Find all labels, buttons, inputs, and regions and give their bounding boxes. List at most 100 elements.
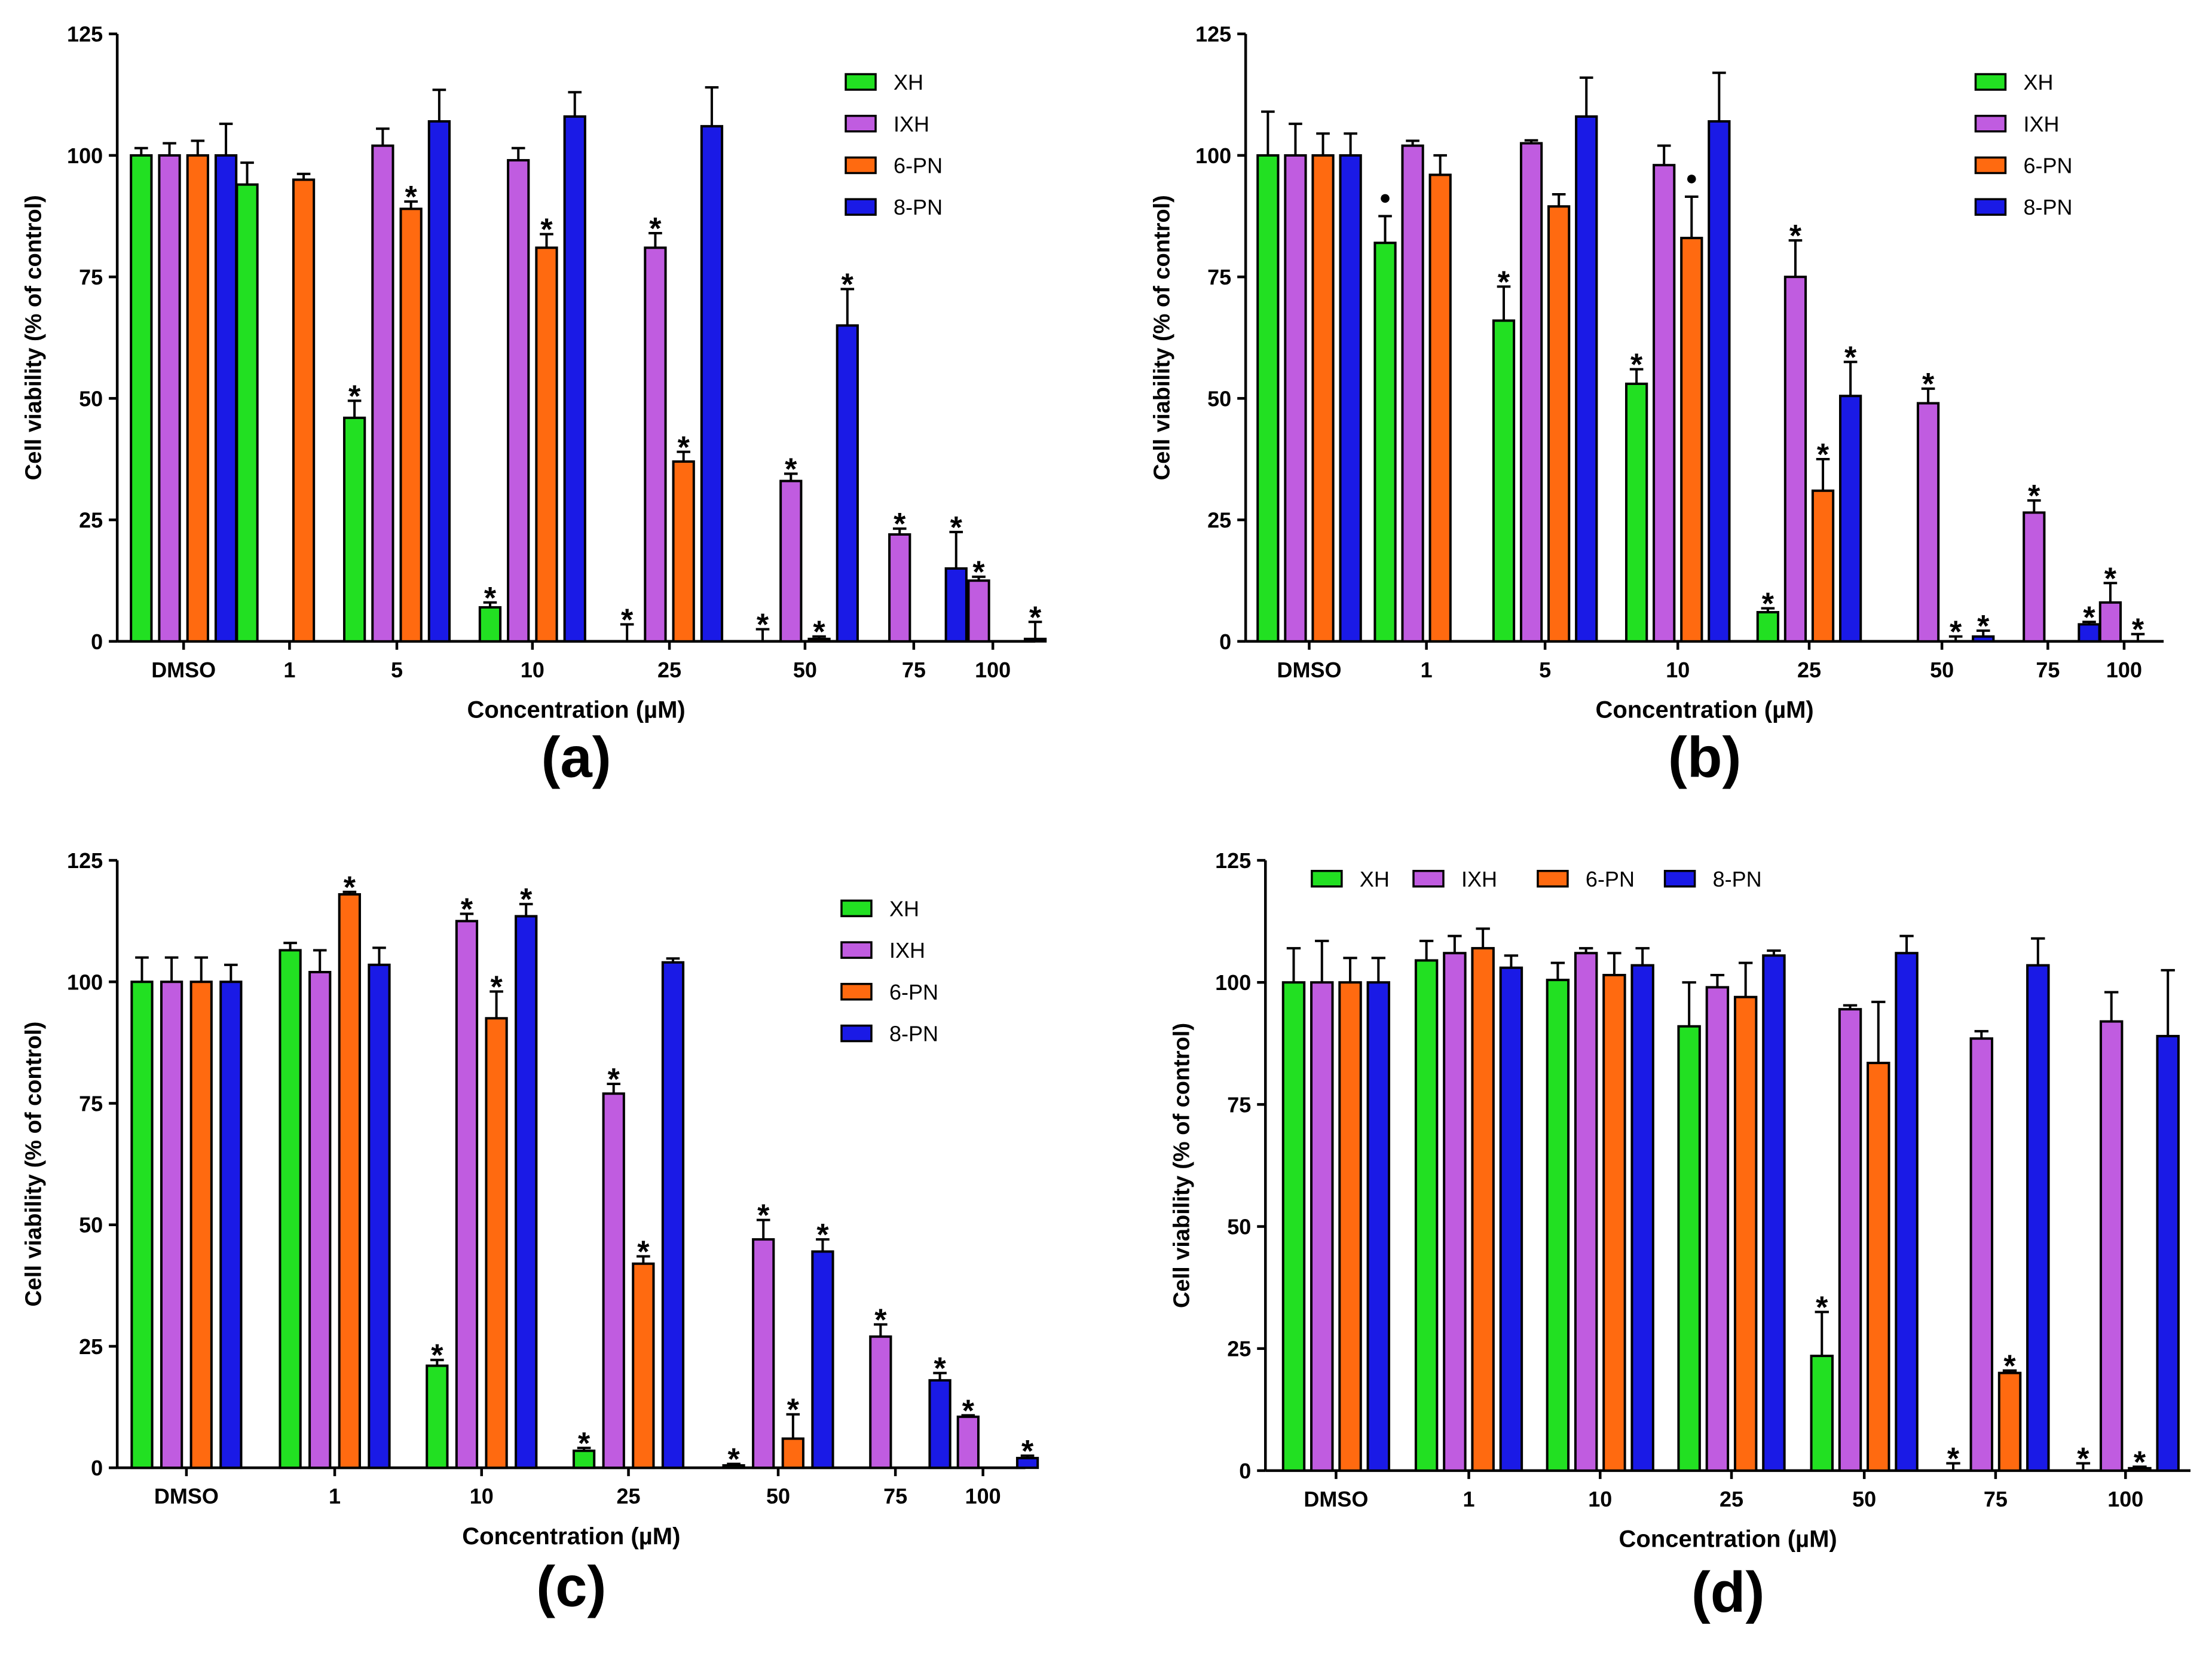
legend-label-6-pn: 6-PN xyxy=(1586,867,1635,891)
x-tick-label: 25 xyxy=(657,658,681,682)
bar-6-pn xyxy=(1602,973,1626,1472)
legend-label-ixh: IXH xyxy=(889,938,925,963)
bar-8-pn xyxy=(811,1250,834,1469)
bar-ixh xyxy=(888,533,911,643)
legend-label-8-pn: 8-PN xyxy=(889,1022,938,1046)
x-tick-label: 5 xyxy=(1539,658,1551,682)
bar-8-pn xyxy=(944,567,968,643)
bar-8-pn xyxy=(661,961,685,1469)
y-tick-label: 125 xyxy=(67,22,103,47)
legend-label-6-pn: 6-PN xyxy=(889,980,938,1004)
y-tick-label: 50 xyxy=(1227,1215,1251,1239)
legend-swatch-xh xyxy=(1974,73,2007,91)
legend-label-xh: XH xyxy=(894,70,923,94)
bar-ixh xyxy=(371,144,394,643)
y-tick-label: 0 xyxy=(1239,1459,1251,1483)
significance-asterisk: * xyxy=(1977,609,1990,644)
bar-8-pn xyxy=(2026,964,2050,1472)
legend-swatch-6-pn xyxy=(840,983,873,1001)
bar-ixh xyxy=(752,1238,775,1469)
bar-xh xyxy=(572,1449,596,1469)
significance-asterisk: * xyxy=(608,1062,620,1097)
bar-6-pn xyxy=(1811,489,1835,643)
bar-xh xyxy=(1492,319,1516,643)
bar-xh xyxy=(1677,1025,1701,1472)
significance-asterisk: * xyxy=(649,212,662,246)
significance-asterisk: * xyxy=(490,970,503,1005)
legend-swatch-xh xyxy=(845,73,877,91)
significance-asterisk: * xyxy=(1762,587,1775,622)
bar-6-pn xyxy=(189,980,213,1469)
legend: XH IXH 6-PN 8-PN xyxy=(1311,867,1762,891)
bar-xh xyxy=(279,949,302,1469)
y-tick-label: 100 xyxy=(67,143,103,168)
bar-6-pn xyxy=(399,207,423,643)
significance-asterisk: * xyxy=(1029,600,1042,635)
bar-ixh xyxy=(507,159,530,643)
significance-asterisk: * xyxy=(2104,561,2117,596)
y-tick-label: 50 xyxy=(1207,386,1231,411)
bar-8-pn xyxy=(563,115,586,643)
x-tick-label: 75 xyxy=(1984,1487,2008,1511)
x-tick-label: 100 xyxy=(975,658,1011,682)
bar-ixh xyxy=(967,579,990,643)
x-tick-label: 50 xyxy=(1852,1487,1876,1511)
legend-label-ixh: IXH xyxy=(894,112,929,136)
legend-swatch-8-pn xyxy=(1974,198,2007,216)
y-tick-label: 100 xyxy=(1215,970,1251,995)
bar-ixh xyxy=(779,479,803,643)
bar-xh xyxy=(1373,242,1397,643)
legend-swatch-ixh xyxy=(840,941,873,959)
significance-asterisk: * xyxy=(1630,348,1643,383)
bar-xh xyxy=(1256,154,1280,643)
y-tick-label: 75 xyxy=(79,1092,103,1116)
significance-asterisk: * xyxy=(785,452,797,487)
y-axis-title: Cell viability (% of control) xyxy=(22,1022,47,1307)
x-tick-label: 75 xyxy=(883,1484,907,1508)
x-tick-label: 1 xyxy=(1463,1487,1475,1511)
legend-label-8-pn: 8-PN xyxy=(2023,195,2072,219)
x-tick-label: 5 xyxy=(391,658,403,682)
bar-ixh xyxy=(160,980,183,1469)
bar-6-pn xyxy=(535,246,558,643)
significance-asterisk: * xyxy=(842,267,854,302)
x-tick-label: 25 xyxy=(1720,1487,1743,1511)
significance-asterisk: * xyxy=(1816,1290,1828,1325)
x-tick-label: 75 xyxy=(902,658,926,682)
bar-6-pn xyxy=(338,893,361,1469)
legend-label-xh: XH xyxy=(2023,70,2053,94)
legend-swatch-6-pn xyxy=(1974,156,2007,175)
x-tick-label: 1 xyxy=(329,1484,341,1508)
y-tick-label: 0 xyxy=(1219,630,1231,654)
bar-8-pn xyxy=(1366,981,1391,1472)
bar-ixh xyxy=(308,971,332,1469)
x-tick-label: DMSO xyxy=(1304,1487,1368,1511)
significance-asterisk: * xyxy=(1498,265,1510,300)
x-tick-label: 50 xyxy=(766,1484,790,1508)
bar-ixh xyxy=(1443,952,1467,1472)
bar-6-pn xyxy=(1997,1371,2022,1472)
bar-xh xyxy=(342,416,366,643)
chart-panel-c: 0 25 50 75 100 125 DMSO 1 10 25 50 75 100 Cell viabil… xyxy=(22,848,1039,1619)
bar-6-pn xyxy=(1867,1061,1890,1472)
legend-label-6-pn: 6-PN xyxy=(2023,153,2072,178)
chart-panel-b: 0 25 50 75 100 125 DMSO 1 5 10 25 50 75 100 Cell viabi… xyxy=(1150,22,2164,790)
bar-6-pn xyxy=(1733,995,1758,1472)
significance-asterisk: * xyxy=(678,430,690,465)
significance-asterisk: * xyxy=(874,1303,887,1337)
significance-asterisk: * xyxy=(405,180,418,215)
bar-ixh xyxy=(158,154,181,643)
x-tick-label: 25 xyxy=(617,1484,641,1508)
x-tick-label: 100 xyxy=(2107,1487,2143,1511)
significance-asterisk: * xyxy=(950,511,963,545)
bar-ixh xyxy=(1310,981,1334,1472)
significance-asterisk: * xyxy=(2028,479,2040,514)
bar-8-pn xyxy=(928,1379,952,1469)
bar-8-pn xyxy=(1023,637,1047,643)
x-tick-label: 50 xyxy=(793,658,817,682)
significance-asterisk: * xyxy=(2134,1445,2146,1480)
significance-asterisk: * xyxy=(757,1199,770,1233)
bar-ixh xyxy=(602,1092,625,1469)
significance-asterisk: * xyxy=(972,555,985,590)
y-tick-label: 125 xyxy=(1195,22,1231,47)
